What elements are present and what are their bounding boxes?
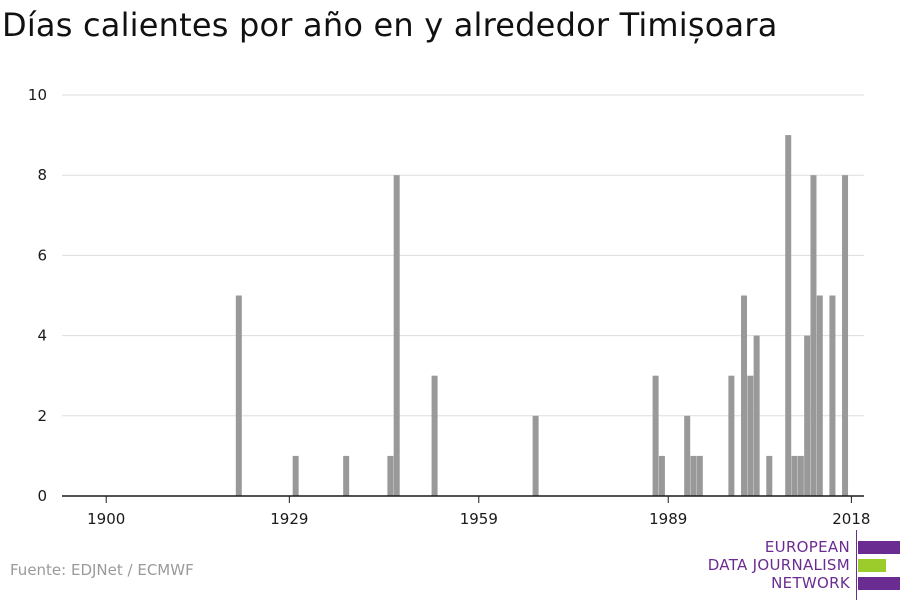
logo-divider [856, 530, 857, 600]
bar [292, 455, 299, 496]
axes: 0 2 4 6 8 10 1900 1929 1959 1989 2018 [28, 86, 871, 528]
bar [804, 335, 811, 496]
bar [829, 295, 836, 496]
bar [785, 135, 792, 496]
bar [842, 175, 849, 496]
bar [652, 375, 659, 496]
logo-text-line: DATA JOURNALISM [707, 556, 850, 574]
bar [690, 455, 697, 496]
bar [810, 175, 817, 496]
bar [747, 375, 754, 496]
x-tick-label: 2018 [832, 510, 870, 528]
chart-title: Días calientes por año en y alrededor Ti… [2, 6, 778, 44]
bar [791, 455, 798, 496]
edjnet-logo: EUROPEAN DATA JOURNALISM NETWORK [700, 528, 900, 600]
x-tick-label: 1900 [87, 510, 125, 528]
bar [658, 455, 665, 496]
logo-bar [858, 577, 900, 590]
bar [753, 335, 760, 496]
source-note: Fuente: EDJNet / ECMWF [10, 561, 194, 579]
logo-bar [858, 559, 886, 572]
bar [741, 295, 748, 496]
bar [816, 295, 823, 496]
bar [766, 455, 773, 496]
y-tick-label: 4 [37, 327, 47, 345]
x-tick-label: 1929 [270, 510, 308, 528]
y-tick-label: 10 [28, 86, 47, 104]
bar [532, 415, 539, 496]
logo-text-line: EUROPEAN [764, 538, 850, 556]
bar [696, 455, 703, 496]
y-tick-label: 2 [37, 407, 47, 425]
y-tick-label: 6 [37, 246, 47, 264]
bar [387, 455, 394, 496]
bars [235, 135, 849, 496]
bar [431, 375, 438, 496]
bar [797, 455, 804, 496]
x-tick-label: 1989 [649, 510, 687, 528]
bar [393, 175, 400, 496]
bar [343, 455, 350, 496]
x-tick-label: 1959 [460, 510, 498, 528]
bar [728, 375, 735, 496]
bar [684, 415, 691, 496]
y-tick-label: 0 [37, 487, 47, 505]
y-tick-label: 8 [37, 166, 47, 184]
logo-text-line: NETWORK [771, 574, 850, 592]
bar [235, 295, 242, 496]
logo-bar [858, 541, 900, 554]
